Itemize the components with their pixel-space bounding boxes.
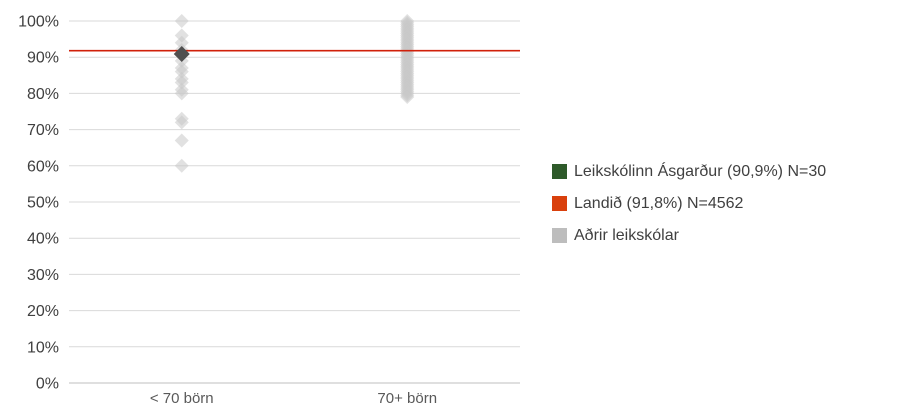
- y-tick-label: 100%: [18, 14, 59, 31]
- x-axis-categories: < 70 börn 70+ börn: [150, 390, 437, 407]
- x-category-label: < 70 börn: [150, 390, 214, 407]
- legend-swatch-highlight: [552, 164, 567, 179]
- legend-item-highlight: Leikskólinn Ásgarður (90,9%) N=30: [552, 160, 826, 183]
- data-point: [174, 64, 189, 79]
- data-point: [174, 14, 189, 28]
- data-point: [174, 75, 189, 90]
- x-category-label: 70+ börn: [377, 390, 437, 407]
- legend-label-others: Aðrir leikskólar: [574, 226, 679, 244]
- gridlines: [69, 20, 520, 384]
- legend-swatch-others: [552, 228, 567, 243]
- highlight-layer: [173, 45, 190, 62]
- legend-label-highlight: Leikskólinn Ásgarður (90,9%) N=30: [574, 162, 827, 180]
- data-point: [174, 133, 189, 148]
- legend-item-others: Aðrir leikskólar: [552, 224, 826, 247]
- data-point: [174, 115, 189, 130]
- y-tick-label: 20%: [27, 303, 59, 320]
- y-tick-label: 90%: [27, 50, 59, 67]
- legend-label-national: Landið (91,8%) N=4562: [574, 194, 744, 212]
- data-point: [174, 158, 189, 173]
- highlight-point: [173, 45, 190, 62]
- y-tick-label: 70%: [27, 122, 59, 139]
- y-tick-label: 10%: [27, 339, 59, 356]
- data-point: [174, 35, 189, 50]
- y-tick-label: 60%: [27, 158, 59, 175]
- legend-swatch-national: [552, 196, 567, 211]
- data-point: [400, 90, 415, 105]
- legend-item-national: Landið (91,8%) N=4562: [552, 192, 826, 215]
- y-tick-label: 80%: [27, 86, 59, 103]
- data-point: [174, 28, 189, 43]
- data-point: [174, 86, 189, 101]
- y-axis-ticks: 0% 10% 20% 30% 40% 50% 60% 70% 80% 90% 100%: [18, 14, 59, 393]
- y-tick-label: 40%: [27, 231, 59, 248]
- y-tick-label: 0%: [36, 376, 59, 393]
- legend: Leikskólinn Ásgarður (90,9%) N=30 Landið…: [552, 160, 826, 256]
- y-tick-label: 50%: [27, 195, 59, 212]
- y-tick-label: 30%: [27, 267, 59, 284]
